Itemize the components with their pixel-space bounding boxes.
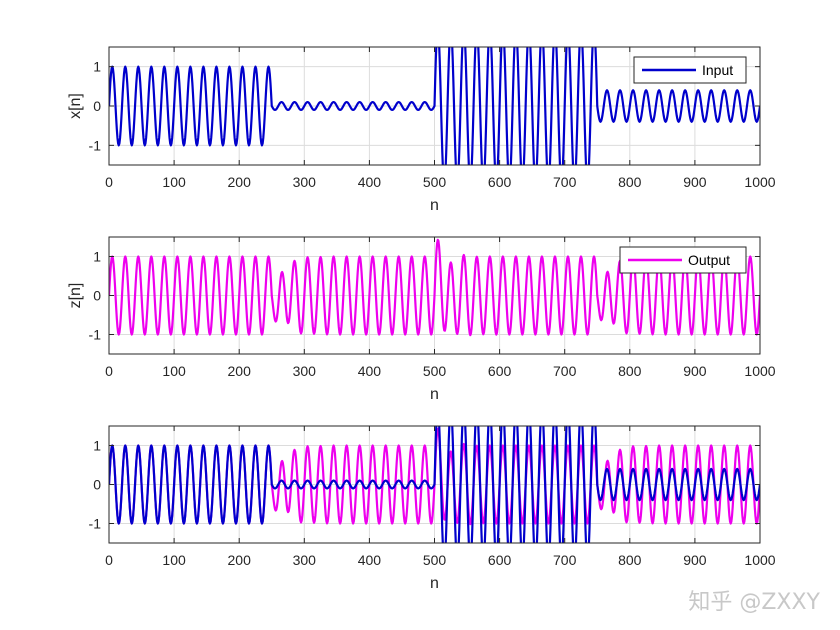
x-tick-label: 400 [358, 174, 382, 190]
series-group [109, 426, 760, 543]
x-tick-label: 400 [358, 363, 382, 379]
subplot-overlay: 0 100 200 300 400 500 600 700 800 900 1000 1 0 -1 n [89, 425, 776, 592]
legend-label: Input [702, 62, 733, 78]
x-tick-label: 900 [683, 552, 707, 568]
y-axis-label: z[n] [67, 283, 84, 309]
x-axis-label: n [430, 386, 439, 403]
x-tick-label: 700 [553, 552, 577, 568]
x-tick-label: 100 [162, 174, 186, 190]
y-tick-label: 0 [93, 288, 101, 304]
x-tick-label: 800 [618, 552, 642, 568]
y-axis-label: x[n] [67, 93, 84, 119]
y-tick-labels: 1 0 -1 [89, 438, 102, 532]
x-tick-label: 1000 [744, 174, 775, 190]
x-tick-label: 200 [228, 552, 252, 568]
watermark: 知乎 @ZXXY [688, 590, 820, 615]
x-tick-label: 100 [162, 363, 186, 379]
x-tick-label: 600 [488, 363, 512, 379]
x-tick-label: 400 [358, 552, 382, 568]
x-tick-label: 500 [423, 552, 447, 568]
legend-label: Output [688, 252, 730, 268]
series-group [109, 47, 760, 165]
tick-marks [108, 426, 761, 543]
x-tick-label: 300 [293, 552, 317, 568]
x-tick-labels: 0 100 200 300 400 500 600 700 800 900 1000 [105, 552, 776, 568]
legend: Input [633, 56, 747, 84]
y-tick-label: 1 [93, 438, 101, 454]
x-tick-label: 500 [423, 363, 447, 379]
x-tick-labels: 0 100 200 300 400 500 600 700 800 900 1000 [105, 363, 776, 379]
x-tick-label: 700 [553, 174, 577, 190]
x-axis-label: n [430, 575, 439, 592]
x-tick-label: 0 [105, 174, 113, 190]
x-tick-label: 100 [162, 552, 186, 568]
x-tick-label: 1000 [744, 552, 775, 568]
y-tick-label: -1 [89, 137, 102, 153]
series-line-output [109, 238, 760, 337]
x-tick-label: 600 [488, 174, 512, 190]
y-tick-label: -1 [89, 327, 102, 343]
x-tick-label: 800 [618, 363, 642, 379]
x-tick-label: 900 [683, 363, 707, 379]
y-tick-label: -1 [89, 516, 102, 532]
y-tick-label: 1 [93, 59, 101, 75]
x-tick-label: 900 [683, 174, 707, 190]
series-line-input [109, 47, 760, 165]
legend: Output [619, 246, 747, 274]
x-tick-label: 0 [105, 363, 113, 379]
x-tick-label: 200 [228, 174, 252, 190]
y-tick-label: 0 [93, 477, 101, 493]
x-tick-label: 1000 [744, 363, 775, 379]
y-tick-label: 0 [93, 98, 101, 114]
y-tick-labels: 1 0 -1 [89, 249, 102, 343]
x-tick-label: 300 [293, 174, 317, 190]
x-tick-label: 0 [105, 552, 113, 568]
x-axis-label: n [430, 197, 439, 214]
tick-marks [108, 237, 761, 354]
subplot-output: 0 100 200 300 400 500 600 700 800 900 1000 10-1 n … [67, 236, 776, 403]
x-tick-label: 200 [228, 363, 252, 379]
series-line-input [109, 426, 760, 543]
x-tick-label: 500 [423, 174, 447, 190]
x-tick-label: 600 [488, 552, 512, 568]
y-tick-label: 1 [93, 249, 101, 265]
x-tick-label: 800 [618, 174, 642, 190]
tick-marks [108, 47, 761, 165]
series-group [109, 238, 760, 337]
subplot-input: 0 100 200 300 400 500 600 700 800 900 1000 10-1 n … [67, 46, 776, 214]
x-tick-label: 300 [293, 363, 317, 379]
x-tick-labels: 0 100 200 300 400 500 600 700 800 900 1000 [105, 174, 776, 190]
x-tick-label: 700 [553, 363, 577, 379]
y-tick-labels: 1 0 -1 [89, 59, 102, 154]
